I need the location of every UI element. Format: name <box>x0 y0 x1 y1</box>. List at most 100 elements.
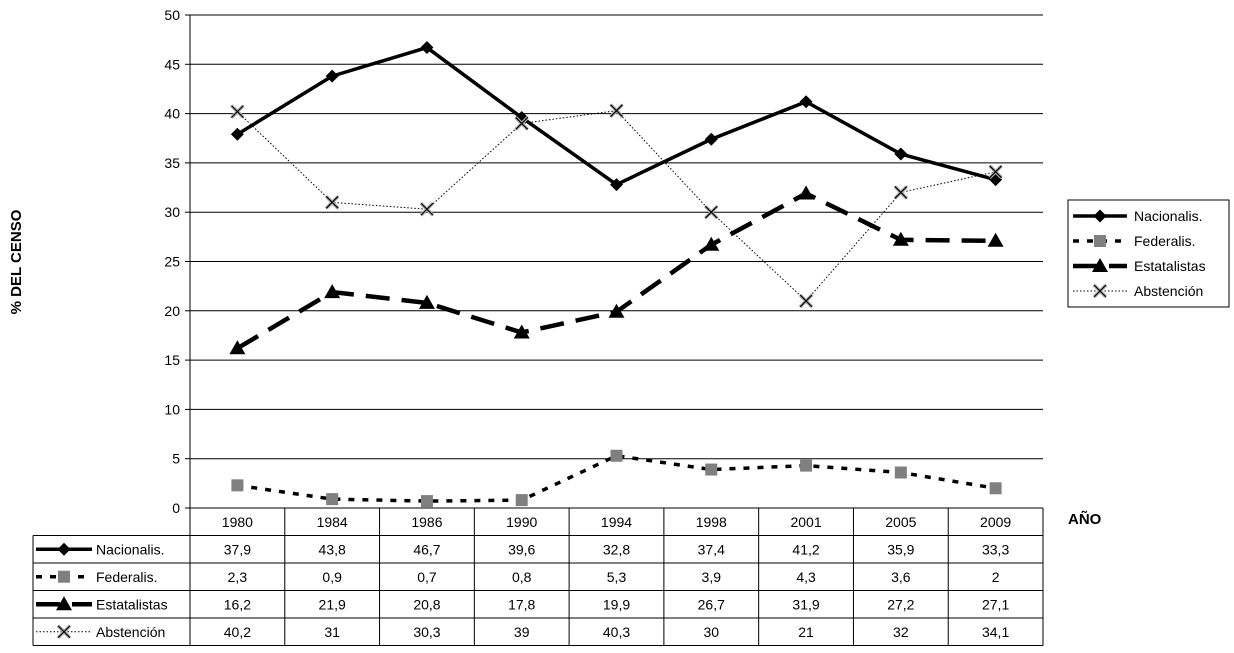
table-cell-value: 27,1 <box>982 596 1009 612</box>
x-marker <box>893 185 909 200</box>
square-marker <box>58 570 70 583</box>
table-cell-value: 17,8 <box>508 596 535 612</box>
triangle-marker <box>892 231 909 246</box>
diamond-marker <box>230 127 244 141</box>
x-marker <box>514 116 529 131</box>
table-cell-value: 40,2 <box>224 624 251 640</box>
y-tick-label: 5 <box>172 451 180 467</box>
y-tick-label: 50 <box>164 7 180 23</box>
x-marker <box>609 103 624 118</box>
table-cell-value: 46,7 <box>413 541 440 557</box>
legend-box <box>1067 199 1230 308</box>
square-marker <box>231 479 244 492</box>
table-cell-value: 0,9 <box>322 569 342 585</box>
diamond-marker <box>894 147 908 161</box>
x-tick-label: 1994 <box>601 514 632 530</box>
triangle-marker <box>56 596 72 611</box>
table-cell-value: 3,6 <box>891 569 911 585</box>
triangle-marker <box>418 294 435 309</box>
table-cell-value: 0,8 <box>512 569 532 585</box>
table-cell-value: 0,7 <box>417 569 437 585</box>
table-cell-value: 35,9 <box>887 541 914 557</box>
square-marker <box>705 463 718 476</box>
triangle-marker <box>229 340 246 355</box>
x-marker <box>704 204 719 220</box>
table-cell-value: 37,4 <box>698 541 725 557</box>
table-cell-value: 21 <box>798 624 814 640</box>
series-line <box>236 45 997 187</box>
x-tick-label: 1980 <box>222 514 253 530</box>
x-marker <box>230 104 245 119</box>
table-cell-value: 31 <box>324 624 340 640</box>
table-cell-value: 37,9 <box>224 541 251 557</box>
legend-label: Abstención <box>1134 283 1203 299</box>
triangle-marker <box>703 236 720 251</box>
legend: Nacionalis. Federalis. Estatalistas Abstenc… <box>1067 199 1230 308</box>
diamond-marker <box>1093 209 1107 223</box>
table-cell-value: 32,8 <box>603 541 630 557</box>
square-marker <box>1094 235 1106 247</box>
y-tick-label: 35 <box>164 155 180 171</box>
square-marker <box>800 459 813 472</box>
square-marker <box>894 466 907 479</box>
x-tick-label: 1990 <box>506 514 537 530</box>
y-axis-label: % DEL CENSO <box>8 209 25 314</box>
series-line <box>237 453 996 503</box>
diamond-marker <box>57 542 71 556</box>
series-line <box>236 191 996 351</box>
square-marker <box>515 494 528 507</box>
table-cell-value: 41,2 <box>792 541 819 557</box>
y-tick-label: 10 <box>164 401 180 417</box>
x-marker <box>324 195 340 210</box>
legend-label: Estatalistas <box>1134 258 1206 274</box>
table-cell-value: 2,3 <box>228 569 248 585</box>
y-tick-label: 0 <box>172 500 180 516</box>
x-marker <box>798 293 814 309</box>
x-tick-label: 1998 <box>696 514 727 530</box>
table-cell-value: 5,3 <box>607 569 627 585</box>
table-cell-value: 21,9 <box>319 596 346 612</box>
x-marker <box>419 202 435 217</box>
legend-label: Nacionalis. <box>1134 208 1202 224</box>
triangle-marker <box>798 185 815 200</box>
table-cell-value: 34,1 <box>982 624 1009 640</box>
square-marker <box>420 495 433 508</box>
y-tick-label: 20 <box>164 303 180 319</box>
table-cell-value: 32 <box>893 624 909 640</box>
series-line <box>237 110 996 302</box>
y-tick-label: 25 <box>164 254 180 270</box>
x-tick-label: 2005 <box>885 514 916 530</box>
table-cell-value: 2 <box>992 569 1000 585</box>
diamond-marker <box>799 95 813 109</box>
table-cell-value: 40,3 <box>603 624 630 640</box>
x-tick-label: 2009 <box>980 514 1011 530</box>
data-series <box>229 41 1004 508</box>
y-axis-ticks: 0 5 10 15 20 25 30 35 40 45 50 <box>164 7 190 516</box>
y-tick-label: 15 <box>164 352 180 368</box>
triangle-marker <box>987 232 1004 247</box>
x-tick-label: 1984 <box>317 514 348 530</box>
table-cell-value: 39,6 <box>508 541 535 557</box>
triangle-marker <box>324 284 341 299</box>
square-marker <box>326 493 339 506</box>
square-marker <box>610 449 623 462</box>
gridlines <box>190 14 1043 460</box>
data-table: 1980 1984 1986 1990 1994 1998 2001 2005 2009 Naci… <box>32 507 1044 646</box>
y-tick-label: 40 <box>164 106 180 122</box>
diamond-marker <box>420 41 434 55</box>
table-cell-value: 30 <box>703 624 719 640</box>
x-marker <box>1092 283 1108 299</box>
table-series-name: Nacionalis. <box>96 541 164 557</box>
x-tick-label: 1986 <box>411 514 442 530</box>
table-cell-value: 39 <box>514 624 530 640</box>
x-axis-label: AÑO <box>1068 510 1102 528</box>
diamond-marker <box>325 69 339 83</box>
triangle-marker <box>513 324 530 339</box>
triangle-marker <box>1092 258 1108 272</box>
table-cell-value: 33,3 <box>982 541 1009 557</box>
legend-label: Federalis. <box>1134 233 1195 249</box>
triangle-marker <box>608 303 625 318</box>
table-series-name: Estatalistas <box>96 596 168 612</box>
table-series-name: Federalis. <box>96 569 157 585</box>
x-marker <box>56 624 72 639</box>
